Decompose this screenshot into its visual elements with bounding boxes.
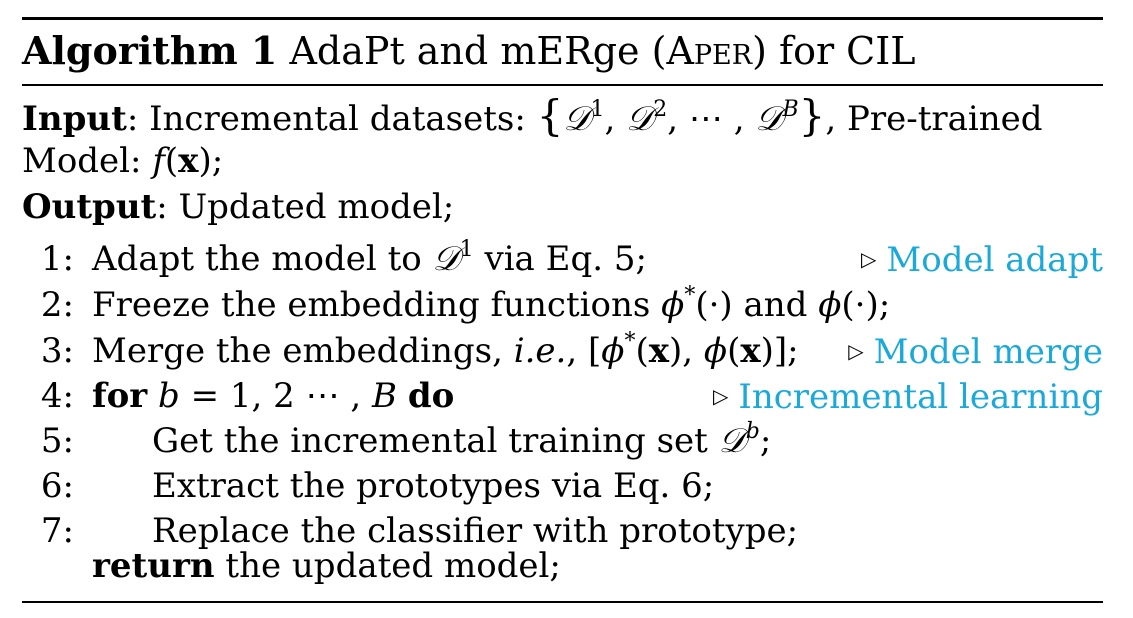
algorithm-title: Algorithm 1 AdaPt and mERge (Aper) for C… <box>22 28 916 73</box>
comment-model-merge: ▷ Model merge <box>848 332 1103 372</box>
comment-incremental-learning: ▷ Incremental learning <box>713 377 1103 417</box>
input-line: Input: Incremental datasets: {𝒟1, 𝒟2, ⋯ … <box>22 91 1043 140</box>
header-rule <box>22 84 1103 86</box>
comment-model-adapt: ▷ Model adapt <box>861 240 1103 280</box>
bottom-rule <box>22 601 1103 603</box>
triangle-icon: ▷ <box>848 339 864 363</box>
triangle-icon: ▷ <box>861 247 877 271</box>
top-rule <box>22 17 1103 20</box>
output-line: Output: Updated model; <box>22 187 455 227</box>
triangle-icon: ▷ <box>713 384 729 408</box>
algorithm-label: Algorithm 1 <box>22 28 278 73</box>
input-line-2: Model: f(x); <box>22 141 224 181</box>
